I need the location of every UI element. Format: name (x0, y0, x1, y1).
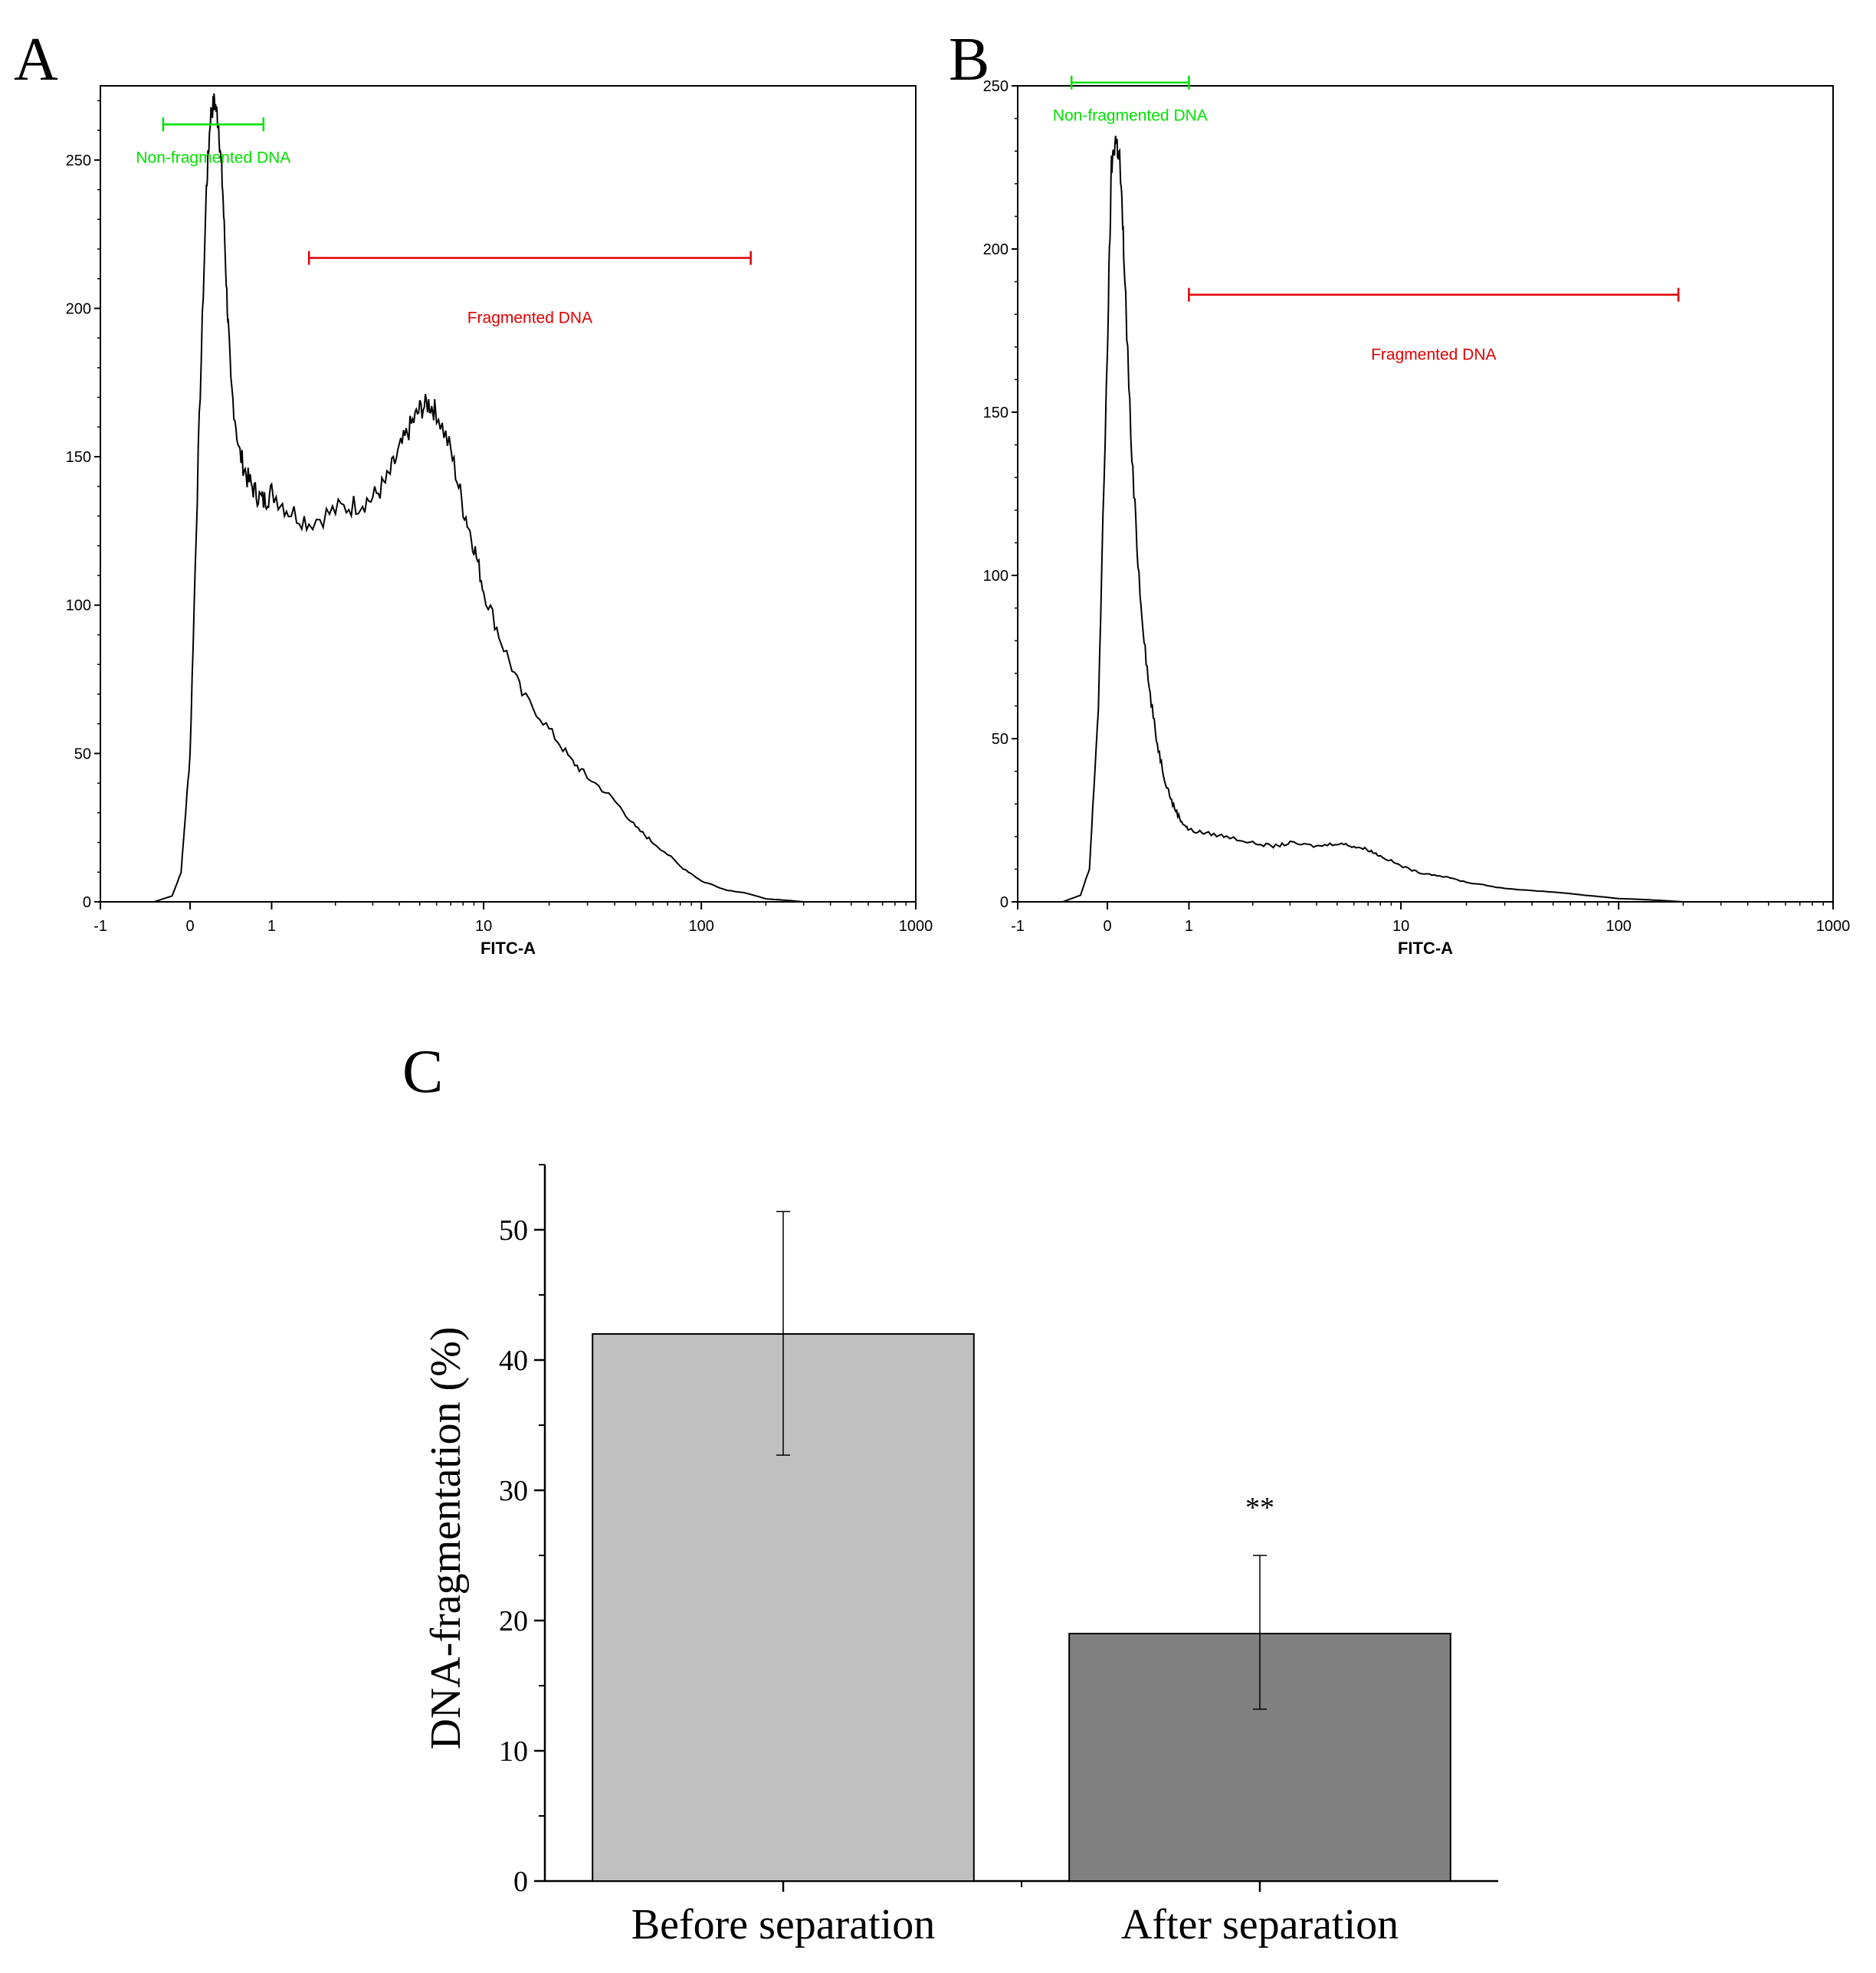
y-tick-label: 200 (66, 300, 91, 317)
x-tick-label: 0 (1103, 918, 1111, 935)
x-tick-label: 1000 (899, 918, 933, 935)
plot-frame (100, 85, 917, 903)
y-tick-label: 50 (499, 1214, 528, 1247)
y-tick-label: 150 (983, 405, 1009, 421)
gate-label: Non-fragmented DNA (1053, 107, 1208, 125)
x-tick-label: 1 (267, 918, 276, 935)
y-tick-label: 250 (983, 78, 1009, 95)
y-tick-label: 0 (1000, 894, 1009, 911)
y-tick-label: 0 (513, 1866, 528, 1898)
gate-label: Fragmented DNA (467, 310, 592, 327)
significance-marker: ** (1245, 1492, 1274, 1524)
y-tick-label: 50 (992, 731, 1009, 748)
panel-letter: C (402, 1038, 443, 1106)
x-tick-label: 1000 (1816, 918, 1851, 935)
x-tick-label: 10 (475, 918, 492, 935)
x-category-label: After separation (1121, 1901, 1399, 1948)
y-tick-label: 10 (499, 1735, 528, 1768)
x-tick-label: 0 (185, 918, 194, 935)
y-tick-label: 150 (66, 449, 91, 466)
x-tick-label: 100 (1605, 918, 1631, 935)
panel-c-bar-chart: C 0 10 20 30 40 50 Before separation After separ… (402, 1038, 1498, 1948)
y-tick-label: 0 (83, 894, 91, 911)
y-tick-label: 50 (74, 746, 91, 762)
gate-label: Non-fragmented DNA (136, 149, 290, 166)
x-tick-label: 1 (1185, 918, 1193, 935)
x-tick-label: 100 (688, 918, 713, 935)
y-tick-label: 30 (499, 1475, 528, 1507)
x-axis-label: FITC-A (1398, 939, 1453, 958)
histogram-line (1062, 136, 1684, 903)
x-category-label: Before separation (631, 1901, 935, 1948)
y-tick-label: 100 (983, 568, 1009, 585)
y-tick-label: 250 (66, 152, 91, 169)
y-axis-label: DNA-fragmentation (%) (422, 1326, 470, 1749)
x-axis-label: FITC-A (480, 939, 536, 958)
y-tick-label: 100 (66, 598, 91, 615)
x-tick-label: -1 (1011, 918, 1025, 935)
panel-letter: B (949, 26, 989, 93)
y-tick-label: 20 (499, 1605, 528, 1637)
y-tick-label: 200 (983, 241, 1009, 258)
histogram-line (153, 93, 804, 903)
gate-label: Fragmented DNA (1371, 346, 1496, 364)
plot-frame (1017, 85, 1834, 903)
x-tick-label: 10 (1392, 918, 1409, 935)
x-tick-label: -1 (93, 918, 107, 935)
y-tick-label: 40 (499, 1345, 528, 1377)
panel-letter: A (14, 26, 58, 93)
